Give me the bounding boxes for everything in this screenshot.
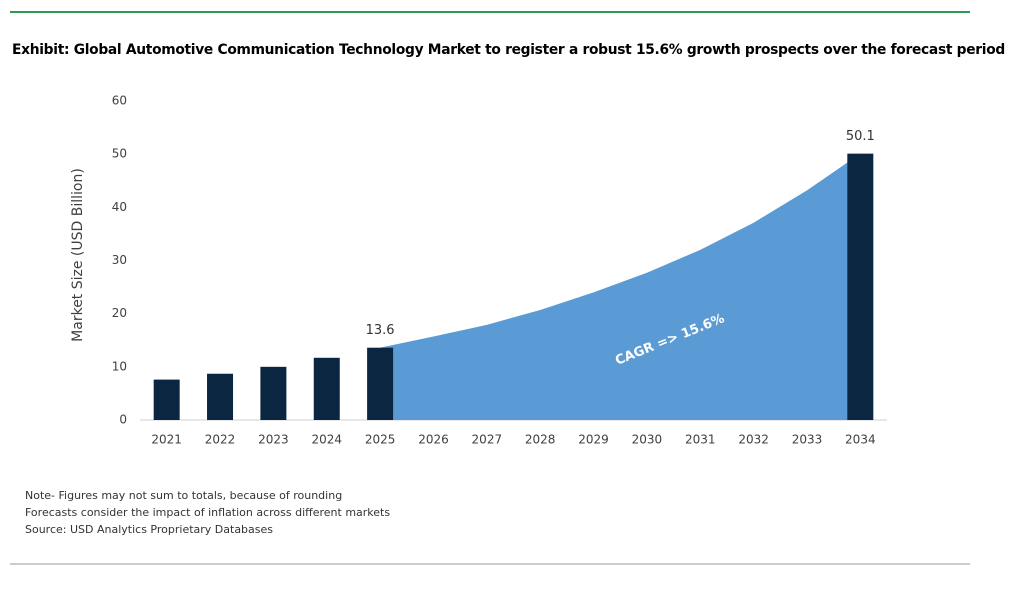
note: Source: USD Analytics Proprietary Databa… [25,523,273,536]
bar [367,347,394,420]
x-tick-label: 2027 [472,433,503,447]
y-axis-label: Market Size (USD Billion) [70,168,86,342]
y-tick-label: 20 [112,306,127,320]
x-tick-label: 2029 [578,433,609,447]
chart-title: Exhibit: Global Automotive Communication… [12,42,1005,58]
x-tick-label: 2032 [738,433,769,447]
y-tick-label: 50 [112,147,127,161]
note: Forecasts consider the impact of inflati… [25,506,390,519]
x-tick-label: 2023 [258,433,289,447]
x-tick-label: 2022 [205,433,236,447]
note: Note- Figures may not sum to totals, bec… [25,489,342,502]
x-tick-label: 2025 [365,433,396,447]
x-tick-label: 2024 [311,433,342,447]
bar [207,373,234,420]
x-tick-label: 2026 [418,433,449,447]
area [380,153,861,420]
x-tick-label: 2021 [151,433,182,447]
x-tick-label: 2031 [685,433,716,447]
y-tick-label: 60 [112,94,127,108]
data-label: 13.6 [366,323,395,338]
bar [153,379,180,420]
x-tick-label: 2028 [525,433,556,447]
bar [847,153,874,420]
x-tick-label: 2034 [845,433,876,447]
y-tick-label: 40 [112,200,127,214]
y-tick-label: 10 [112,359,127,373]
bar [313,357,340,420]
x-tick-label: 2033 [792,433,823,447]
bar [260,366,287,420]
data-label: 50.1 [846,129,875,144]
x-tick-label: 2030 [632,433,663,447]
y-tick-label: 0 [119,413,127,427]
y-tick-label: 30 [112,253,127,267]
